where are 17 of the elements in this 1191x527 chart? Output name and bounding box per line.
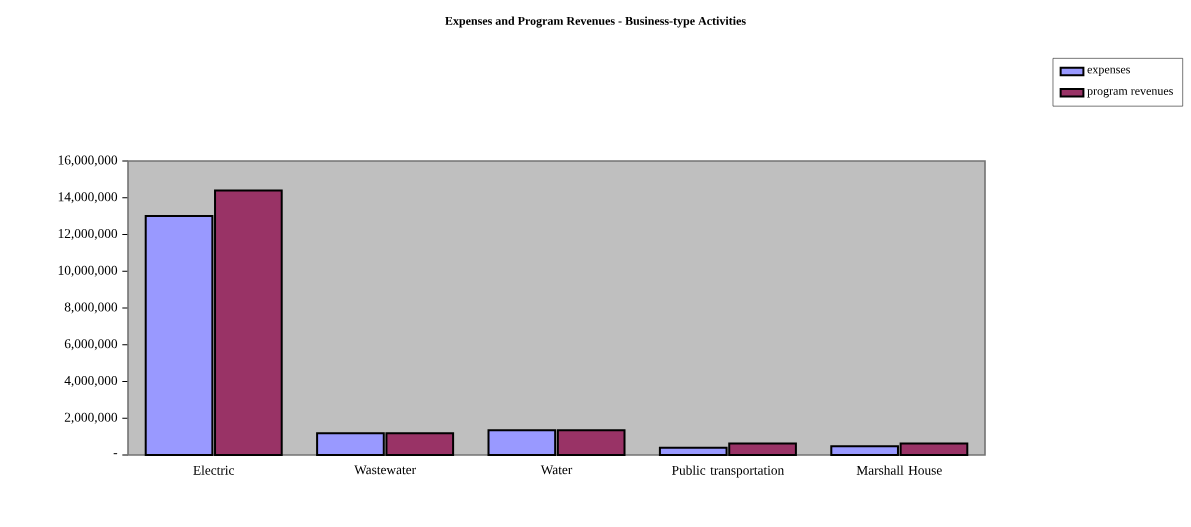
y-tick-label: - bbox=[113, 453, 118, 455]
x-tick-label: Marshall House bbox=[856, 465, 942, 475]
x-tick-label: Wastewater bbox=[354, 465, 416, 475]
y-tick-label: 12,000,000 bbox=[58, 229, 118, 240]
x-tick-label: Water bbox=[540, 465, 573, 475]
legend-label: expenses bbox=[1087, 67, 1130, 76]
legend-label: program revenues bbox=[1087, 88, 1173, 98]
y-tick-label: 2,000,000 bbox=[64, 412, 118, 424]
chart-title: Expenses and Program Revenues - Business-type Activities bbox=[445, 16, 746, 28]
y-tick-label: 16,000,000 bbox=[58, 155, 118, 167]
y-tick-label: 4,000,000 bbox=[64, 376, 118, 387]
y-tick-label: 10,000,000 bbox=[58, 265, 118, 277]
y-tick-label: 8,000,000 bbox=[64, 302, 118, 314]
y-tick-label: 6,000,000 bbox=[64, 339, 118, 351]
x-tick-label: Public transportation bbox=[671, 465, 784, 478]
x-tick-label: Electric bbox=[193, 465, 235, 475]
y-tick-label: 14,000,000 bbox=[58, 192, 118, 204]
